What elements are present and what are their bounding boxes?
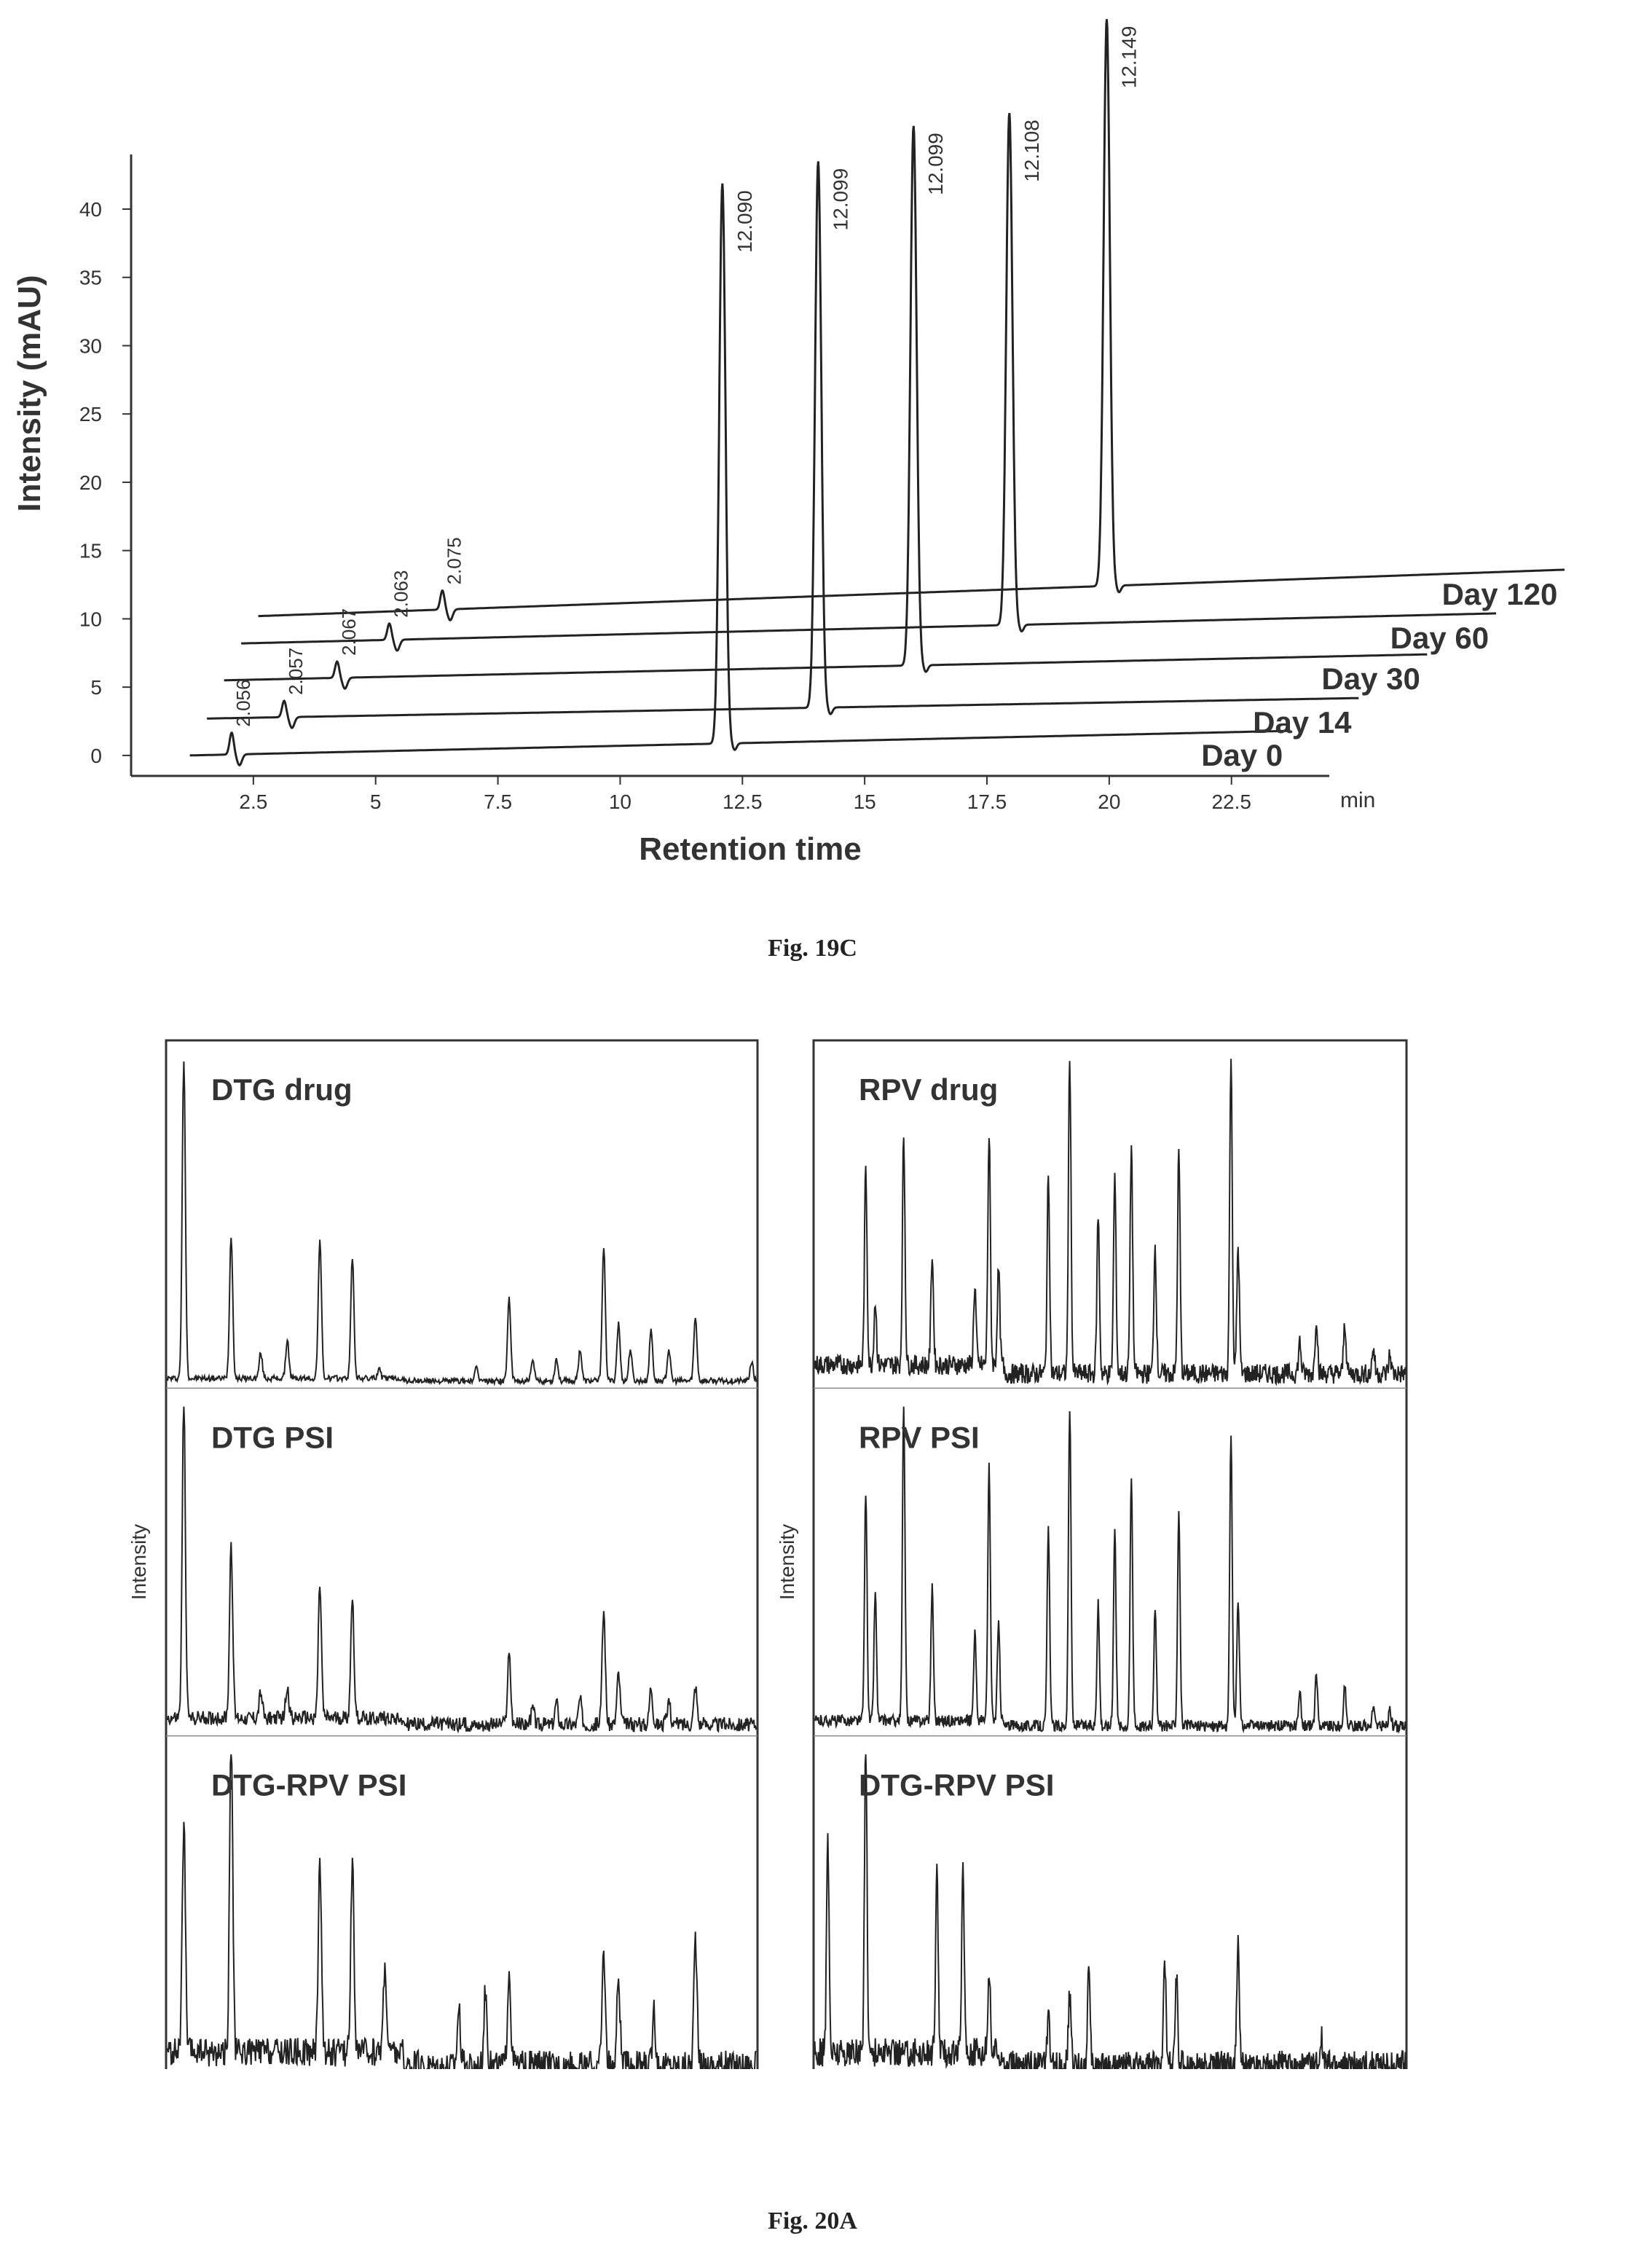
x-tick-label: 10 — [609, 790, 631, 813]
x-tick-label: 17.5 — [967, 790, 1007, 813]
x-tick-label: 22.5 — [1211, 790, 1251, 813]
main-peak-label: 12.108 — [1020, 119, 1043, 182]
xrd-pattern-trace — [814, 1406, 1406, 1734]
x-tick-label: 5 — [370, 790, 382, 813]
x-tick-label: 15 — [854, 790, 876, 813]
chromatogram-trace — [189, 183, 1290, 766]
chromatogram-trace — [240, 112, 1496, 652]
panel-frame — [165, 1039, 759, 2069]
y-tick-label: 15 — [79, 540, 102, 562]
y-tick-label: 30 — [79, 334, 102, 357]
main-peak-label: 12.149 — [1117, 26, 1140, 89]
series-label: Day 14 — [1253, 705, 1352, 739]
x-tick-label: 7.5 — [484, 790, 512, 813]
series-label: Day 120 — [1442, 577, 1558, 611]
figure-caption-19c: Fig. 19C — [768, 935, 857, 962]
subpanel-label: RPV drug — [859, 1072, 998, 1107]
small-peak-label: 2.063 — [390, 570, 412, 618]
small-peak-label: 2.067 — [338, 608, 360, 656]
y-axis-title: Intensity (mAU) — [12, 275, 47, 511]
main-peak-label: 12.099 — [924, 133, 947, 195]
x-tick-group: 2.5 5 7.5 10 12.5 15 17.5 20 22.5 — [239, 776, 1251, 813]
y-tick-label: 25 — [79, 403, 102, 425]
xrd-pattern-trace — [814, 1754, 1406, 2069]
chromatogram-trace — [224, 125, 1428, 690]
x-tick-label: 12.5 — [723, 790, 763, 813]
series-label: Day 0 — [1201, 738, 1283, 772]
y-tick-label: 35 — [79, 267, 102, 289]
subpanel-label: DTG-RPV PSI — [859, 1768, 1054, 1802]
xrd-pattern-trace — [167, 1754, 757, 2069]
y-axis-title: Intensity — [127, 1524, 150, 1600]
chromatogram-trace — [258, 19, 1565, 621]
chromatogram-trace — [206, 161, 1359, 729]
series-label: Day 60 — [1390, 621, 1489, 655]
xrd-pattern-trace — [167, 1061, 757, 1386]
series-label: Day 30 — [1321, 662, 1420, 696]
x-tick-label: 20 — [1098, 790, 1120, 813]
y-tick-label: 20 — [79, 471, 102, 494]
main-peak-label: 12.099 — [829, 168, 851, 231]
trace-label-group: 2.056 12.090 Day 0 2.057 12.099 Day 14 2.067 12… — [232, 26, 1557, 773]
xrd-pattern-trace — [167, 1406, 757, 1734]
main-peak-label: 12.090 — [733, 190, 756, 253]
subpanel-label: RPV PSI — [859, 1420, 980, 1454]
y-tick-label: 40 — [79, 198, 102, 221]
chromatogram-plot-area: 0 5 10 15 20 25 30 35 40 2.5 5 7.5 10 12.5 15 17.5 20 22… — [12, 19, 1565, 867]
chromatogram-figure: 0 5 10 15 20 25 30 35 40 2.5 5 7.5 10 12.5 15 17.5 20 22… — [12, 19, 1565, 867]
trace-group — [189, 19, 1565, 766]
x-tick-label: 2.5 — [239, 790, 267, 813]
small-peak-label: 2.075 — [443, 537, 465, 584]
xrd-pattern-trace — [814, 1059, 1406, 1386]
subpanel-label: DTG PSI — [211, 1420, 334, 1454]
subpanel-label: DTG drug — [211, 1072, 353, 1107]
x-unit-label: min — [1340, 788, 1375, 812]
y-axis-title: Intensity — [776, 1524, 798, 1600]
x-axis-title: Retention time — [639, 831, 862, 867]
y-tick-label: 5 — [90, 676, 102, 699]
small-peak-label: 2.057 — [285, 648, 307, 695]
panel-frame — [812, 1039, 1408, 2069]
subpanel-label: DTG-RPV PSI — [211, 1768, 406, 1802]
y-tick-label: 0 — [90, 745, 102, 767]
small-peak-label: 2.056 — [232, 680, 254, 727]
y-tick-label: 10 — [79, 608, 102, 630]
figure-caption-20a: Fig. 20A — [768, 2208, 857, 2234]
y-tick-group: 0 5 10 15 20 25 30 35 40 — [79, 198, 131, 767]
